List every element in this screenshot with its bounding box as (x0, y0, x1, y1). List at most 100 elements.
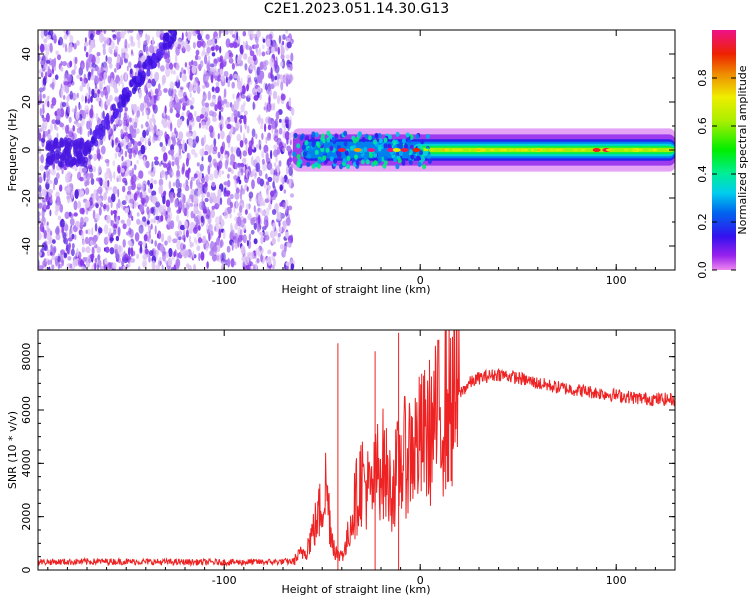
noise-speckle (253, 94, 259, 101)
noise-speckle (169, 167, 173, 173)
noise-speckle (266, 190, 270, 199)
noise-speckle (237, 212, 243, 217)
signal-onset-mark (307, 147, 312, 153)
noise-speckle (97, 153, 101, 162)
noise-speckle (241, 85, 246, 95)
noise-speckle (225, 38, 231, 48)
noise-speckle (214, 45, 220, 51)
noise-speckle (139, 136, 145, 143)
noise-speckle (158, 178, 164, 187)
noise-speckle (216, 161, 221, 171)
noise-speckle (223, 209, 229, 219)
signal-onset-mark (360, 159, 365, 165)
signal-onset-mark (305, 135, 310, 141)
noise-speckle (112, 34, 117, 39)
noise-speckle (177, 43, 181, 50)
noise-speckle (265, 38, 271, 48)
noise-speckle (168, 180, 172, 190)
noise-speckle (264, 234, 270, 241)
noise-speckle (243, 132, 246, 141)
noise-speckle (217, 151, 221, 159)
noise-speckle (248, 77, 251, 83)
diagonal-trace-mark (121, 98, 126, 106)
noise-speckle (55, 258, 58, 267)
noise-speckle (136, 159, 139, 165)
noise-speckle (213, 169, 219, 179)
noise-speckle (94, 257, 98, 263)
noise-speckle (264, 231, 269, 236)
noise-speckle (270, 46, 276, 54)
noise-speckle (247, 171, 250, 180)
noise-speckle (221, 74, 225, 82)
noise-speckle (181, 112, 185, 117)
noise-speckle (39, 222, 44, 233)
signal-onset-mark (349, 145, 354, 151)
signal-peak (392, 148, 401, 152)
noise-speckle (176, 102, 181, 112)
noise-speckle (275, 110, 280, 120)
noise-speckle (228, 57, 234, 64)
noise-speckle (203, 91, 206, 96)
noise-speckle (206, 206, 210, 216)
noise-speckle (273, 81, 278, 87)
diagonal-trace-mark (140, 75, 146, 83)
noise-speckle (176, 141, 182, 146)
noise-speckle (247, 56, 253, 65)
diagonal-trace-mark (95, 124, 100, 133)
signal-onset-mark (399, 144, 404, 150)
noise-speckle (274, 75, 278, 81)
noise-speckle (79, 207, 85, 215)
noise-speckle (153, 156, 159, 161)
noise-speckle (250, 261, 254, 267)
noise-speckle (111, 139, 114, 148)
noise-speckle (219, 240, 223, 249)
noise-speckle (168, 247, 173, 258)
noise-speckle (176, 62, 180, 71)
signal-onset-mark (320, 146, 325, 153)
noise-speckle (158, 83, 161, 91)
noise-speckle (286, 41, 292, 49)
noise-speckle (231, 112, 234, 118)
noise-speckle (107, 75, 111, 84)
noise-speckle (82, 109, 86, 120)
signal-onset-mark (421, 156, 425, 162)
noise-speckle (253, 205, 256, 213)
noise-speckle (87, 98, 90, 104)
noise-speckle (273, 135, 279, 142)
noise-speckle (167, 235, 172, 243)
noise-speckle (90, 40, 95, 50)
noise-speckle (115, 74, 120, 80)
noise-speckle (276, 73, 281, 80)
noise-speckle (97, 186, 103, 195)
noise-speckle (204, 102, 210, 108)
noise-speckle (167, 50, 170, 59)
signal-core (623, 148, 629, 152)
spectrogram-xlabel: Height of straight line (km) (281, 283, 430, 296)
noise-speckle (94, 86, 99, 95)
noise-speckle (278, 34, 282, 45)
noise-speckle (285, 54, 290, 60)
noise-speckle (267, 249, 272, 255)
noise-speckle (191, 96, 195, 105)
noise-speckle (204, 181, 208, 188)
noise-speckle (134, 200, 137, 209)
signal-onset-mark (364, 133, 369, 139)
noise-speckle (208, 173, 214, 181)
noise-speckle (266, 102, 272, 112)
noise-blob (47, 155, 53, 163)
noise-speckle (175, 112, 180, 118)
noise-speckle (67, 249, 70, 255)
noise-speckle (130, 258, 136, 263)
x-tick-label: 0 (417, 574, 424, 587)
noise-speckle (71, 266, 75, 270)
noise-speckle (210, 192, 214, 198)
noise-speckle (165, 199, 171, 208)
noise-speckle (50, 244, 53, 253)
noise-speckle (100, 112, 103, 120)
noise-speckle (115, 137, 119, 143)
noise-speckle (192, 250, 195, 259)
noise-speckle (256, 48, 259, 57)
noise-speckle (109, 247, 115, 255)
noise-speckle (42, 260, 45, 267)
